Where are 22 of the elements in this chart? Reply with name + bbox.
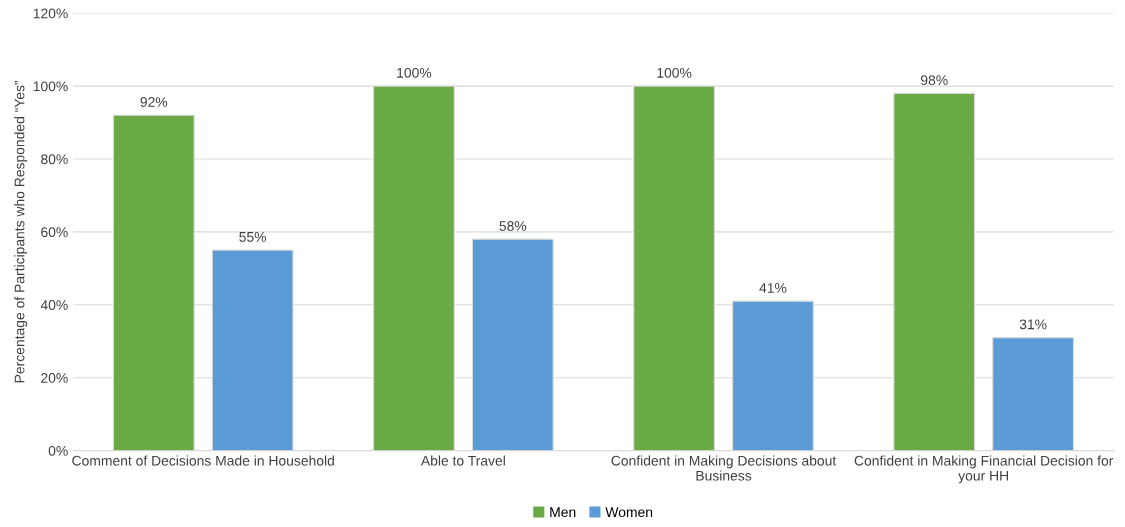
y-tick-label: 0% (48, 445, 68, 456)
y-axis-title: Percentage of Participants who Responded “Yes” (14, 80, 28, 383)
x-tick-label: Able to Travel (420, 455, 505, 466)
y-tick-label: 120% (33, 8, 68, 19)
data-label: 41% (759, 283, 787, 293)
legend-label: Women (605, 507, 653, 518)
data-label: 58% (499, 221, 527, 231)
data-label: 31% (1019, 319, 1047, 330)
data-label: 100% (657, 67, 692, 78)
x-tick-label: Comment of Decisions Made in Household (72, 455, 334, 466)
legend-label: Men (550, 507, 576, 518)
y-tick-label: 40% (40, 300, 68, 310)
data-label: 92% (140, 97, 168, 107)
x-tick-label: Confident in Making Decisions about Business (611, 455, 837, 481)
y-tick-label: 20% (41, 373, 68, 383)
x-tick-label: Confident in Making Financial Decision for your HH (854, 455, 1114, 484)
y-tick-label: 100% (33, 81, 68, 92)
data-label: 98% (920, 75, 948, 86)
data-label: 55% (239, 232, 267, 242)
y-tick-label: 80% (41, 154, 68, 165)
y-tick-label: 60% (41, 227, 68, 238)
data-label: 100% (397, 67, 432, 78)
